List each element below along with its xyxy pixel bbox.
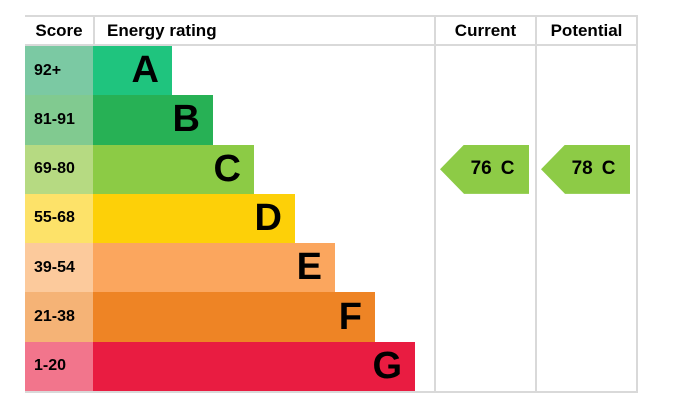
potential-rating-arrow: 78 C [541,144,630,194]
rating-bar-cell-a: A [93,46,434,96]
rating-bar-c: C [93,144,254,194]
energy-rating-column-header: Energy rating [93,17,434,46]
potential-cell-f [535,292,638,342]
rating-bar-a: A [93,46,172,96]
rating-bar-d: D [93,193,295,244]
potential-rating-band: C [601,158,616,180]
current-cell-e [434,243,535,293]
potential-cell-a [535,46,638,96]
current-rating-value: 76 [470,158,492,180]
score-range-cell-d: 55-68 [25,193,93,244]
current-cell-f [434,292,535,342]
rating-bar-b: B [93,95,213,145]
potential-header-label: Potential [550,20,623,40]
rating-bar-cell-d: D [93,193,434,244]
rating-bar-cell-b: B [93,95,434,145]
band-letter-label: F [338,295,362,338]
potential-cell-g [535,341,638,391]
rating-bar-cell-f: F [93,292,434,342]
current-cell-d [434,193,535,244]
current-cell-b [434,95,535,145]
current-cell-g [434,341,535,391]
score-range-label: 21-38 [34,308,75,326]
potential-cell-c: 78 C [535,144,638,194]
score-column-header: Score [25,17,93,46]
rating-bar-f: F [93,292,375,342]
band-letter-label: D [254,196,282,239]
score-range-cell-a: 92+ [25,46,93,96]
band-letter-label: E [296,246,322,289]
potential-cell-e [535,243,638,293]
score-range-label: 55-68 [34,209,75,227]
score-range-cell-e: 39-54 [25,243,93,293]
rating-bar-cell-c: C [93,144,434,194]
current-rating-arrow: 76 C [440,144,529,194]
current-header-label: Current [454,20,517,40]
band-letter-label: A [131,49,159,92]
score-header-label: Score [35,20,83,40]
band-letter-label: G [372,344,402,387]
band-letter-label: B [172,98,200,141]
score-range-label: 39-54 [34,258,75,276]
score-range-label: 92+ [34,61,62,79]
score-range-label: 81-91 [34,110,75,128]
potential-rating-value: 78 [571,158,593,180]
current-column-header: Current [434,17,535,46]
current-rating-band: C [500,158,515,180]
potential-column-header: Potential [535,17,638,46]
current-cell-a [434,46,535,96]
rating-bar-g: G [93,341,415,391]
score-range-label: 69-80 [34,160,75,178]
rating-bar-e: E [93,243,335,293]
score-range-cell-c: 69-80 [25,144,93,194]
rating-bar-cell-g: G [93,341,434,391]
score-range-cell-b: 81-91 [25,95,93,145]
score-range-label: 1-20 [34,357,67,375]
score-range-cell-f: 21-38 [25,292,93,342]
rating-table: Score Energy rating Current Potential 92… [25,15,638,393]
energy-rating-header-label: Energy rating [107,20,217,40]
current-cell-c: 76 C [434,144,535,194]
potential-cell-b [535,95,638,145]
rating-bar-cell-e: E [93,243,434,293]
band-letter-label: C [213,147,241,190]
potential-cell-d [535,193,638,244]
score-range-cell-g: 1-20 [25,341,93,391]
